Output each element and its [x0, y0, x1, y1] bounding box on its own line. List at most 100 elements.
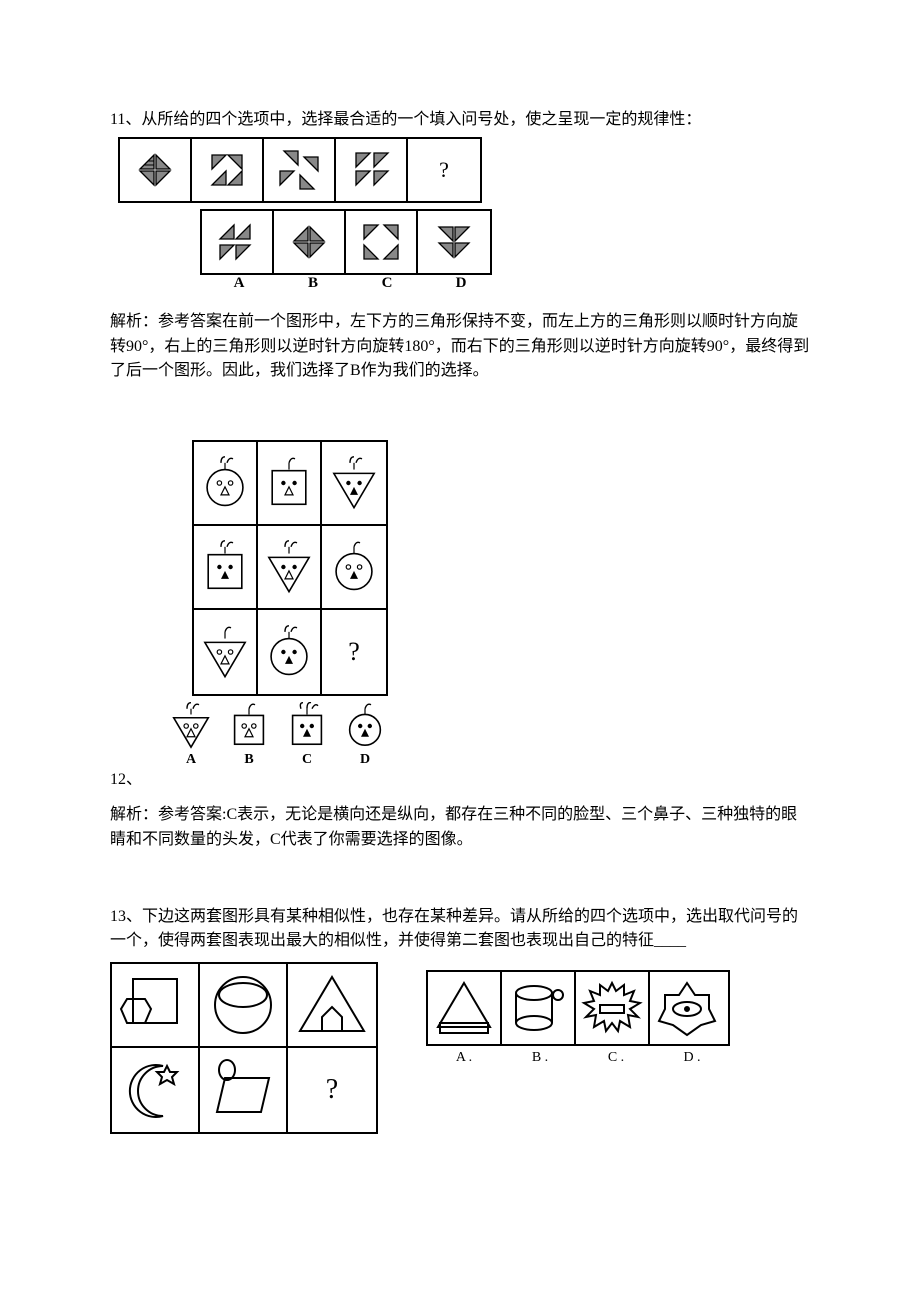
- option-label-d: D .: [654, 1050, 730, 1066]
- face-icon: [261, 624, 317, 680]
- q11-seq-3: [264, 139, 336, 201]
- option-label: D: [338, 752, 392, 768]
- q13-opt-b: [502, 972, 576, 1044]
- q12-number-line: 12、: [110, 768, 810, 797]
- face-icon: [261, 455, 317, 511]
- q11-explanation: 解析：参考答案在前一个图形中，左下方的三角形保持不变，而左上方的三角形则以顺时针…: [110, 310, 810, 384]
- q13-left-5: [200, 1048, 288, 1132]
- q11-stem-text: 从所给的四个选项中，选择最合适的一个填入问号处，使之呈现一定的规律性：: [141, 111, 701, 128]
- q11-seq-qmark: ?: [408, 139, 480, 201]
- q12-grid: ?: [192, 440, 388, 696]
- q11-stem: 11、从所给的四个选项中，选择最合适的一个填入问号处，使之呈现一定的规律性：: [110, 108, 810, 133]
- face-icon: [326, 539, 382, 595]
- triangle-group-icon: [356, 217, 406, 267]
- triangle-square-icon: [432, 977, 496, 1039]
- question-12: ? ABCD 12、 解析：参考答案:C表示，无论是横向还是纵向，都存在三种不同…: [110, 440, 810, 852]
- q11-seq-4: [336, 139, 408, 201]
- face-icon: [326, 455, 382, 511]
- face-icon: [197, 624, 253, 680]
- parallelogram-loop-icon: [205, 1054, 281, 1126]
- triangle-group-icon: [274, 145, 324, 195]
- triangle-group-icon: [284, 217, 334, 267]
- q12-grid-cell: [194, 526, 258, 610]
- option-label-b: B: [276, 275, 350, 292]
- q13-left-1: [112, 964, 200, 1048]
- square-pentagon-icon: [117, 969, 193, 1041]
- triangle-group-icon: [130, 145, 180, 195]
- explanation-text: 参考答案:C表示，无论是横向还是纵向，都存在三种不同的脸型、三个鼻子、三种独特的…: [110, 806, 797, 848]
- circle-ellipse-icon: [205, 969, 281, 1041]
- q12-option: C: [280, 702, 334, 768]
- q11-figure: ?: [118, 137, 810, 292]
- cylinder-dot-icon: [506, 977, 570, 1039]
- q12-grid-cell: [258, 610, 322, 694]
- q13-left-grid: ?: [110, 962, 378, 1134]
- sunburst-rect-icon: [580, 977, 644, 1039]
- q13-opt-d: [650, 972, 724, 1044]
- triangle-group-icon: [429, 217, 479, 267]
- moon-star-icon: [117, 1054, 193, 1126]
- question-mark-icon: ?: [439, 157, 449, 183]
- q12-grid-cell: [322, 526, 386, 610]
- q13-figure: ?: [110, 962, 810, 1134]
- question-11: 11、从所给的四个选项中，选择最合适的一个填入问号处，使之呈现一定的规律性：: [110, 108, 810, 384]
- option-label: C: [280, 752, 334, 768]
- q13-left-qmark: ?: [288, 1048, 376, 1132]
- q11-opt-d: [418, 211, 490, 273]
- q11-options-row: [200, 209, 492, 275]
- face-icon: [197, 455, 253, 511]
- q12-grid-cell: [322, 442, 386, 526]
- q11-seq-1: [120, 139, 192, 201]
- q13-left-4: [112, 1048, 200, 1132]
- option-label-a: A .: [426, 1050, 502, 1066]
- q12-grid-cell: [194, 610, 258, 694]
- face-icon: [197, 539, 253, 595]
- q13-number: 13、: [110, 908, 142, 925]
- question-13: 13、下边这两套图形具有某种相似性，也存在某种差异。请从所给的四个选项中，选出取…: [110, 905, 810, 1135]
- q12-number: 12、: [110, 768, 142, 793]
- q12-grid-cell: [194, 442, 258, 526]
- triangle-house-icon: [294, 969, 370, 1041]
- triangle-group-icon: [202, 145, 252, 195]
- option-label-b: B .: [502, 1050, 578, 1066]
- q12-grid-cell: [258, 526, 322, 610]
- option-label: A: [164, 752, 218, 768]
- q11-seq-2: [192, 139, 264, 201]
- q13-option-labels: A . B . C . D .: [426, 1050, 730, 1066]
- face-icon: [167, 702, 215, 750]
- face-icon: [341, 702, 389, 750]
- option-label-c: C .: [578, 1050, 654, 1066]
- q12-options-row: ABCD: [164, 702, 810, 768]
- q11-option-labels: A B C D: [202, 275, 810, 292]
- q12-option: D: [338, 702, 392, 768]
- triangle-group-icon: [212, 217, 262, 267]
- triangle-group-icon: [346, 145, 396, 195]
- face-icon: [225, 702, 273, 750]
- question-mark-icon: ?: [326, 1074, 338, 1106]
- face-icon: [283, 702, 331, 750]
- explanation-label: 解析：: [110, 806, 158, 823]
- q12-grid-cell: [258, 442, 322, 526]
- q11-sequence-row: ?: [118, 137, 482, 203]
- q12-option: B: [222, 702, 276, 768]
- option-label-a: A: [202, 275, 276, 292]
- q13-stem-text: 下边这两套图形具有某种相似性，也存在某种差异。请从所给的四个选项中，选出取代问号…: [110, 908, 798, 950]
- star-eye-icon: [655, 977, 719, 1039]
- q13-left-2: [200, 964, 288, 1048]
- q13-options-row: [426, 970, 730, 1046]
- q11-opt-a: [202, 211, 274, 273]
- q11-opt-c: [346, 211, 418, 273]
- q13-stem: 13、下边这两套图形具有某种相似性，也存在某种差异。请从所给的四个选项中，选出取…: [110, 905, 810, 955]
- question-mark-icon: ?: [348, 637, 360, 667]
- q12-option: A: [164, 702, 218, 768]
- explanation-label: 解析：: [110, 313, 158, 330]
- q11-number: 11、: [110, 111, 141, 128]
- q12-grid-cell: ?: [322, 610, 386, 694]
- explanation-text: 参考答案在前一个图形中，左下方的三角形保持不变，而左上方的三角形则以顺时针方向旋…: [110, 313, 809, 380]
- q13-opt-a: [428, 972, 502, 1044]
- option-label-c: C: [350, 275, 424, 292]
- q11-opt-b: [274, 211, 346, 273]
- q13-left-3: [288, 964, 376, 1048]
- option-label: B: [222, 752, 276, 768]
- q12-explanation: 解析：参考答案:C表示，无论是横向还是纵向，都存在三种不同的脸型、三个鼻子、三种…: [110, 803, 810, 853]
